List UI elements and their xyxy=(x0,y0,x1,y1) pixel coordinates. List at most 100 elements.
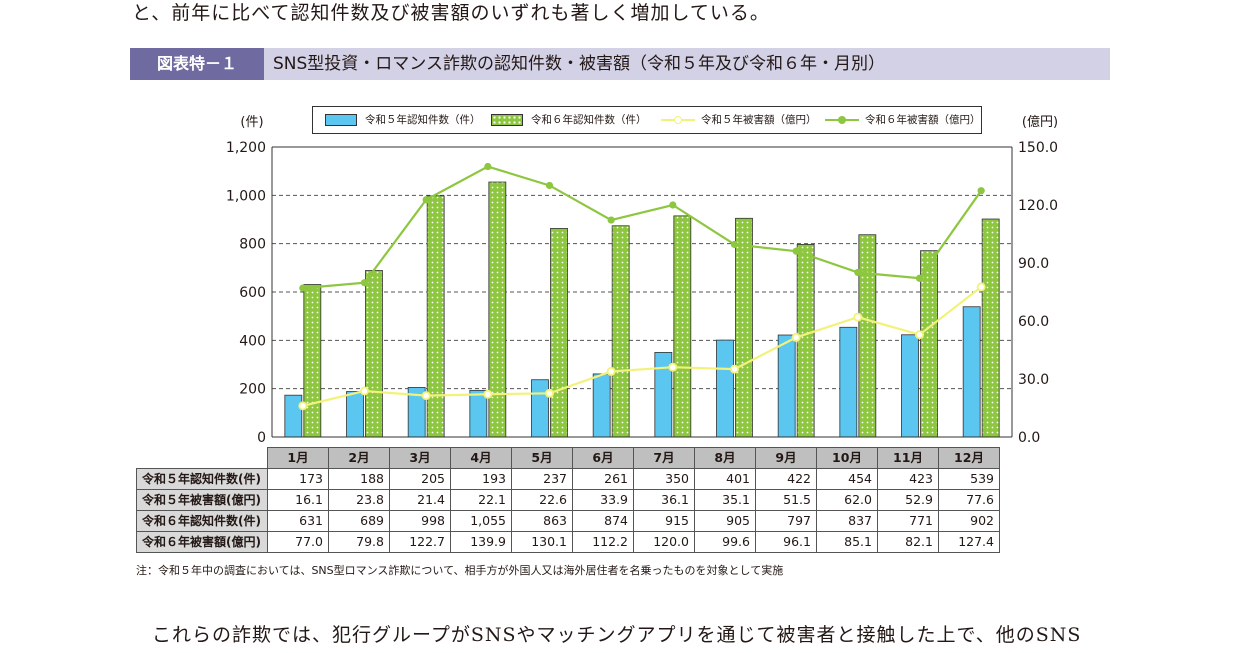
table-cell: 193 xyxy=(450,468,512,490)
bar-2024-count xyxy=(488,181,507,438)
table-column-header: 9月 xyxy=(755,447,817,469)
legend-swatch-bar-2023 xyxy=(325,114,357,126)
y-left-axis-label: (件) xyxy=(240,115,263,130)
legend-label: 令和５年被害額（億円） xyxy=(701,114,817,126)
table-cell: 35.1 xyxy=(694,489,756,511)
data-table: 1月 2月 3月 4月 5月 6月 7月 8月 9月 10月 11月 12月 令和５年認知件数(件) 1… xyxy=(136,447,1000,553)
table-cell: 22.6 xyxy=(511,489,573,511)
table-cell: 127.4 xyxy=(938,531,1000,553)
table-cell: 22.1 xyxy=(450,489,512,511)
figure-title: SNS型投資・ロマンス詐欺の認知件数・被害額（令和５年及び令和６年・月別） xyxy=(273,54,885,74)
series-2024-damage-point xyxy=(915,274,924,282)
body-text-top: と、前年に比べて認知件数及び被害額のいずれも著しく増加している。 xyxy=(132,2,770,24)
bar-2023-count xyxy=(531,379,549,438)
bar-2023-count xyxy=(839,326,858,438)
y-right-axis-label: (億円) xyxy=(1022,114,1058,130)
series-2023-damage-point xyxy=(483,389,493,399)
bar-2023-count xyxy=(777,334,796,438)
table-cell: 539 xyxy=(938,468,1000,490)
bar-2024-count xyxy=(858,234,877,438)
table-cell: 112.2 xyxy=(572,531,634,553)
bar-2023-count xyxy=(346,391,364,438)
table-cell: 905 xyxy=(694,510,756,532)
bar-2024-count xyxy=(796,243,815,438)
y-right-tick-label: 60.0 xyxy=(1018,314,1049,330)
y-left-tick-label: 400 xyxy=(239,333,266,349)
body-text-bottom: これらの詐欺では、犯行グループがSNSやマッチングアプリを通じて被害者と接触した… xyxy=(152,624,1082,646)
series-2023-damage-point xyxy=(606,366,616,376)
legend-swatch-line-2023 xyxy=(661,115,695,125)
y-right-tick-label: 0.0 xyxy=(1018,430,1040,446)
table-cell: 52.9 xyxy=(877,489,939,511)
table-column-header: 2月 xyxy=(328,447,390,469)
table-cell: 350 xyxy=(633,468,695,490)
series-2024-damage-line xyxy=(302,165,983,290)
series-2023-damage-point xyxy=(853,312,863,322)
y-left-tick-label: 600 xyxy=(239,285,266,301)
series-2024-damage-point xyxy=(607,216,615,224)
table-cell: 874 xyxy=(572,510,634,532)
table-cell: 122.7 xyxy=(389,531,451,553)
table-cell: 139.9 xyxy=(450,531,512,553)
table-cell: 423 xyxy=(877,468,939,490)
figure-number-tag: 図表特－１ xyxy=(130,48,264,80)
bar-2023-count xyxy=(716,339,734,438)
table-cell: 130.1 xyxy=(511,531,573,553)
legend-item-2023-damage: 令和５年被害額（億円） xyxy=(661,107,817,133)
bar-2024-count xyxy=(735,217,753,438)
table-column-header: 11月 xyxy=(877,447,939,469)
table-cell: 33.9 xyxy=(572,489,634,511)
y-left-tick-label: 1,200 xyxy=(226,140,266,156)
table-cell: 454 xyxy=(816,468,878,490)
table-cell: 36.1 xyxy=(633,489,695,511)
table-corner xyxy=(136,447,268,469)
legend-label: 令和６年認知件数（件） xyxy=(531,114,647,126)
legend-item-2023-count: 令和５年認知件数（件） xyxy=(325,107,481,133)
y-left-tick-label: 200 xyxy=(239,382,266,398)
y-left-tick-label: 0 xyxy=(257,430,266,446)
table-row: 令和５年被害額(億円) 16.1 23.8 21.4 22.1 22.6 33.9 36.1 3… xyxy=(136,489,1000,511)
legend-label: 令和５年認知件数（件） xyxy=(365,114,481,126)
series-2023-damage-point xyxy=(421,391,431,401)
series-2023-damage-point xyxy=(668,362,678,372)
table-cell: 422 xyxy=(755,468,817,490)
series-2024-damage-point xyxy=(792,247,800,255)
series-2023-damage-point xyxy=(545,388,555,398)
table-cell: 120.0 xyxy=(633,531,695,553)
y-right-tick-label: 30.0 xyxy=(1018,372,1049,388)
series-2023-damage-point xyxy=(976,282,986,292)
table-cell: 77.6 xyxy=(938,489,1000,511)
table-cell: 797 xyxy=(755,510,817,532)
bar-2023-count xyxy=(901,334,919,438)
table-cell: 902 xyxy=(938,510,1000,532)
bar-2024-count xyxy=(673,215,692,438)
series-2024-damage-point xyxy=(730,240,739,249)
table-cell: 79.8 xyxy=(328,531,390,553)
series-2024-damage-point xyxy=(360,279,369,287)
table-cell: 401 xyxy=(694,468,756,490)
table-row-header: 令和６年被害額(億円) xyxy=(136,531,268,553)
legend-swatch-bar-2024 xyxy=(491,114,523,126)
table-column-header: 8月 xyxy=(694,447,756,469)
table-cell: 77.0 xyxy=(267,531,329,553)
table-cell: 689 xyxy=(328,510,390,532)
bar-2024-count xyxy=(365,270,383,438)
series-2024-damage-point xyxy=(299,284,307,292)
series-2024-damage-point xyxy=(669,201,677,209)
figure-title-bar: 図表特－１ SNS型投資・ロマンス詐欺の認知件数・被害額（令和５年及び令和６年・… xyxy=(130,48,1110,80)
y-left-tick-label: 1,000 xyxy=(226,188,266,204)
table-cell: 51.5 xyxy=(755,489,817,511)
y-left-tick-label: 800 xyxy=(239,237,266,253)
y-right-tick-label: 90.0 xyxy=(1018,256,1049,272)
legend-item-2024-damage: 令和６年被害額（億円） xyxy=(825,107,981,133)
table-cell: 82.1 xyxy=(877,531,939,553)
table-cell: 173 xyxy=(267,468,329,490)
series-2023-damage-point xyxy=(359,386,369,396)
series-2024-damage-point xyxy=(545,181,554,190)
table-column-header: 5月 xyxy=(511,447,573,469)
legend-label: 令和６年被害額（億円） xyxy=(865,114,981,126)
bar-2023-count xyxy=(469,389,488,438)
bar-2024-count xyxy=(426,195,445,438)
y-right-tick-label: 120.0 xyxy=(1018,198,1058,214)
